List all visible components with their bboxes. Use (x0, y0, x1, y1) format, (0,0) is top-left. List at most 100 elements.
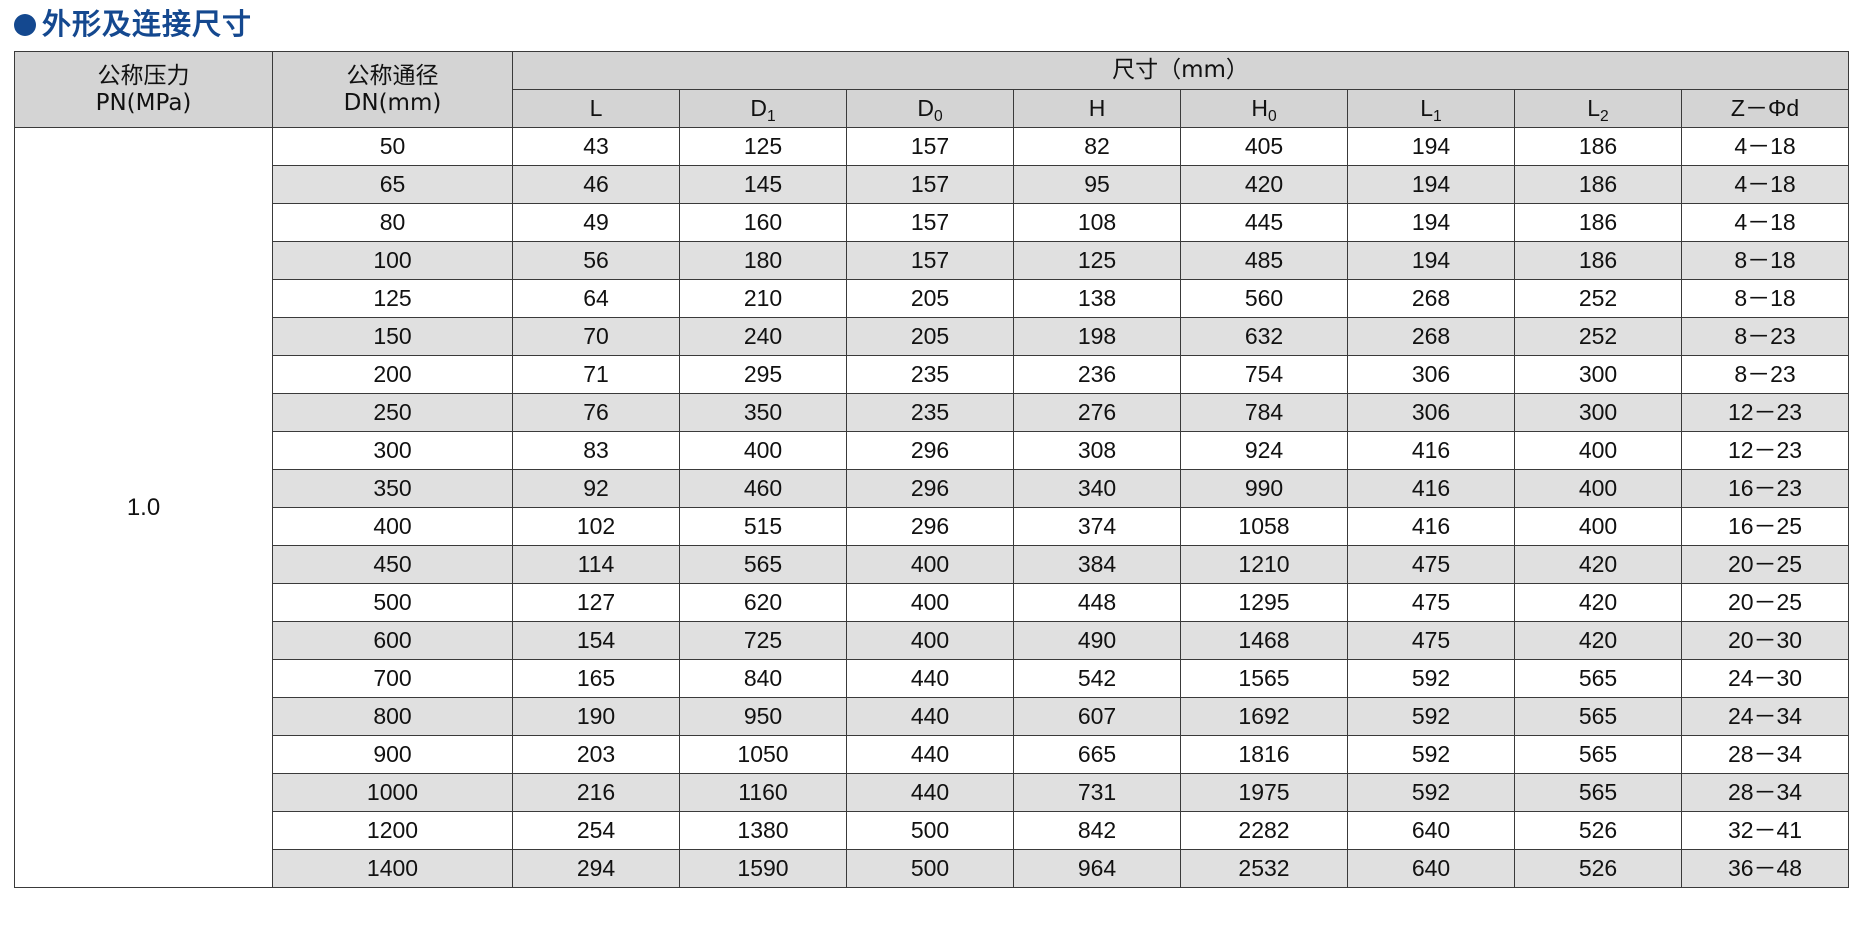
header-dimensions-group: 尺寸（mm） (511, 51, 1850, 90)
cell-l: 56 (512, 241, 680, 280)
cell-d0: 296 (846, 507, 1014, 546)
cell-l2: 186 (1514, 165, 1682, 204)
cell-l2: 565 (1514, 735, 1682, 774)
cell-dn: 250 (272, 393, 513, 432)
cell-d0: 400 (846, 545, 1014, 584)
cell-l: 216 (512, 773, 680, 812)
cell-dn: 500 (272, 583, 513, 622)
cell-l1: 475 (1347, 621, 1515, 660)
cell-dn: 150 (272, 317, 513, 356)
cell-d1: 1050 (679, 735, 847, 774)
cell-h: 340 (1013, 469, 1181, 508)
cell-zpd: 20－25 (1680, 545, 1850, 584)
cell-h0: 990 (1180, 469, 1348, 508)
table-row: 1000 216 1160 440 731 1975 592 565 28－34 (15, 773, 1850, 812)
cell-dn: 1200 (272, 811, 513, 850)
cell-h: 731 (1013, 773, 1181, 812)
cell-h: 964 (1013, 849, 1181, 888)
cell-h: 108 (1013, 203, 1181, 242)
cell-l: 43 (512, 127, 680, 166)
header-col-zd: Z－Φd (1680, 89, 1850, 128)
cell-nominal-pressure-value: 1.0 (14, 127, 273, 888)
cell-h0: 2532 (1180, 849, 1348, 888)
cell-h: 384 (1013, 545, 1181, 584)
cell-d0: 157 (846, 241, 1014, 280)
cell-d0: 296 (846, 469, 1014, 508)
cell-l2: 526 (1514, 849, 1682, 888)
cell-h: 542 (1013, 659, 1181, 698)
cell-l2: 186 (1514, 241, 1682, 280)
table-row: 80 49 160 157 108 445 194 186 4－18 (15, 203, 1850, 242)
header-nominal-diameter: 公称通径 DN(mm) (272, 51, 513, 128)
cell-dn: 350 (272, 469, 513, 508)
cell-l1: 194 (1347, 127, 1515, 166)
cell-dn: 700 (272, 659, 513, 698)
header-col-h: H (1013, 89, 1181, 128)
cell-l2: 186 (1514, 203, 1682, 242)
cell-d0: 235 (846, 393, 1014, 432)
table-row: 400 102 515 296 374 1058 416 400 16－25 (15, 507, 1850, 546)
cell-d0: 157 (846, 165, 1014, 204)
section-title: 外形及连接尺寸 (0, 0, 1860, 51)
cell-h0: 420 (1180, 165, 1348, 204)
cell-h: 842 (1013, 811, 1181, 850)
cell-h: 198 (1013, 317, 1181, 356)
table-row: 100 56 180 157 125 485 194 186 8－18 (15, 241, 1850, 280)
cell-l: 190 (512, 697, 680, 736)
cell-h0: 632 (1180, 317, 1348, 356)
cell-dn: 50 (272, 127, 513, 166)
table-row: 150 70 240 205 198 632 268 252 8－23 (15, 317, 1850, 356)
cell-l1: 475 (1347, 545, 1515, 584)
cell-l: 76 (512, 393, 680, 432)
header-nominal-pressure-line2: PN(MPa) (95, 89, 192, 116)
cell-l1: 592 (1347, 659, 1515, 698)
table-row: 300 83 400 296 308 924 416 400 12－23 (15, 431, 1850, 470)
cell-d1: 460 (679, 469, 847, 508)
cell-d1: 180 (679, 241, 847, 280)
cell-dn: 80 (272, 203, 513, 242)
cell-d1: 515 (679, 507, 847, 546)
cell-d0: 440 (846, 697, 1014, 736)
cell-d1: 295 (679, 355, 847, 394)
cell-h: 607 (1013, 697, 1181, 736)
cell-h: 665 (1013, 735, 1181, 774)
cell-l: 70 (512, 317, 680, 356)
cell-d1: 240 (679, 317, 847, 356)
cell-l: 114 (512, 545, 680, 584)
cell-l2: 186 (1514, 127, 1682, 166)
cell-dn: 100 (272, 241, 513, 280)
cell-l2: 400 (1514, 507, 1682, 546)
cell-zpd: 36－48 (1680, 849, 1850, 888)
cell-h0: 405 (1180, 127, 1348, 166)
cell-zpd: 12－23 (1680, 393, 1850, 432)
cell-d1: 160 (679, 203, 847, 242)
cell-zpd: 4－18 (1680, 203, 1850, 242)
cell-l1: 592 (1347, 773, 1515, 812)
cell-zpd: 12－23 (1680, 431, 1850, 470)
dimensions-table-wrap: 公称压力 PN(MPa) 公称通径 DN(mm) 尺寸（mm） L D1 D0 H H0… (0, 51, 1860, 888)
cell-zpd: 16－25 (1680, 507, 1850, 546)
cell-dn: 1400 (272, 849, 513, 888)
cell-zpd: 8－18 (1680, 279, 1850, 318)
cell-l1: 475 (1347, 583, 1515, 622)
cell-l1: 194 (1347, 241, 1515, 280)
cell-l: 165 (512, 659, 680, 698)
cell-d1: 1160 (679, 773, 847, 812)
table-row: 900 203 1050 440 665 1816 592 565 28－34 (15, 735, 1850, 774)
header-nominal-pressure-line1: 公称压力 (97, 63, 190, 90)
cell-l2: 400 (1514, 469, 1682, 508)
cell-h0: 2282 (1180, 811, 1348, 850)
cell-h: 308 (1013, 431, 1181, 470)
cell-l: 127 (512, 583, 680, 622)
cell-d1: 565 (679, 545, 847, 584)
cell-h0: 784 (1180, 393, 1348, 432)
cell-l2: 565 (1514, 697, 1682, 736)
cell-zpd: 16－23 (1680, 469, 1850, 508)
cell-dn: 450 (272, 545, 513, 584)
cell-h: 95 (1013, 165, 1181, 204)
cell-l: 294 (512, 849, 680, 888)
cell-l2: 420 (1514, 545, 1682, 584)
header-col-d0: D0 (846, 89, 1014, 128)
cell-h: 82 (1013, 127, 1181, 166)
